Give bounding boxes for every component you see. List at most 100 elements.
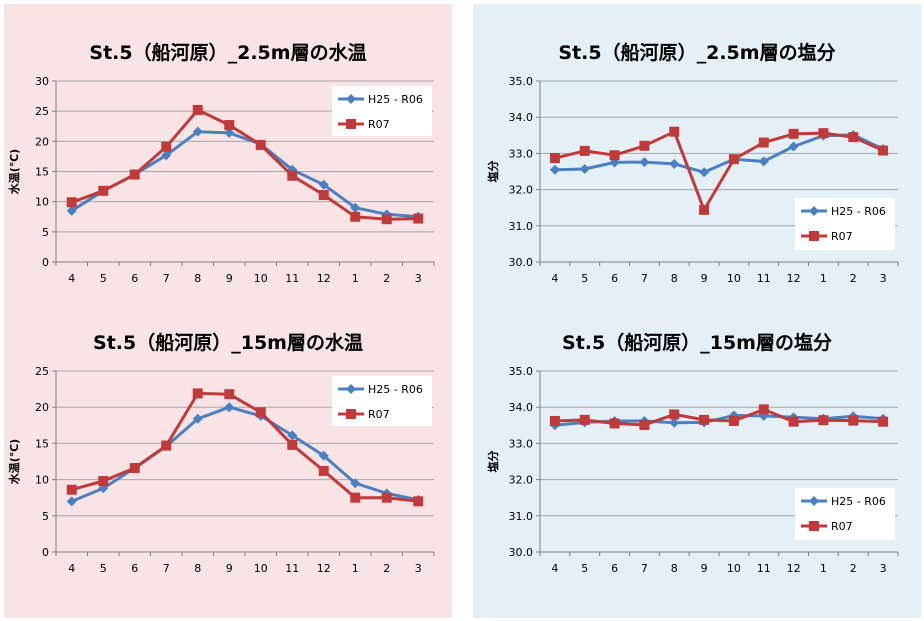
y-axis-label: 水温(℃) <box>7 149 21 194</box>
x-tick-label: 12 <box>317 562 331 575</box>
x-tick-label: 9 <box>701 272 708 285</box>
legend-marker-square <box>809 521 819 531</box>
legend-label: R07 <box>368 118 390 131</box>
x-tick-label: 3 <box>880 562 887 575</box>
data-point-square <box>192 104 203 115</box>
data-point-diamond <box>639 157 650 168</box>
y-tick-label: 25 <box>35 105 49 118</box>
chart-svg: St.5（船河原）_15m層の塩分 30.0 31.0 32.0 33.0 34.0 35.… <box>486 331 899 575</box>
data-point-square <box>758 404 769 415</box>
data-point-diamond <box>669 417 680 428</box>
data-point-diamond <box>579 163 590 174</box>
x-tick-label: 10 <box>727 272 741 285</box>
y-tick-label: 30.0 <box>509 546 534 559</box>
data-point-square <box>224 389 235 400</box>
x-tick-label: 8 <box>194 562 201 575</box>
data-point-square <box>255 407 266 418</box>
data-point-diamond <box>318 450 329 461</box>
data-point-diamond <box>699 167 710 178</box>
data-point-square <box>255 139 266 150</box>
data-point-diamond <box>66 496 77 507</box>
legend-marker-square <box>346 119 356 129</box>
x-tick-label: 3 <box>415 562 422 575</box>
y-axis-label: 塩分 <box>486 161 500 183</box>
series-line <box>71 391 419 503</box>
series-r07 <box>66 104 424 225</box>
temp-15m-chart: St.5（船河原）_15m層の水温 0 5 10 15 20 25 4 5 6 7 8 9 10 11 12 1… <box>4 294 452 584</box>
data-point-square <box>413 496 424 507</box>
x-tick-label: 2 <box>850 562 857 575</box>
y-axis-label: 塩分 <box>486 451 500 473</box>
y-tick-label: 15 <box>35 437 49 450</box>
salinity-panel: St.5（船河原）_2.5m層の塩分 30.0 31.0 32.0 33.0 34.0 35… <box>473 4 921 618</box>
data-point-diamond <box>669 158 680 169</box>
x-tick-label: 3 <box>880 272 887 285</box>
data-point-square <box>192 388 203 399</box>
legend: H25 - R06 R07 <box>795 488 895 540</box>
data-point-square <box>129 169 140 180</box>
x-tick-label: 4 <box>68 562 75 575</box>
legend-box <box>795 198 895 250</box>
data-point-square <box>758 137 769 148</box>
legend-label: R07 <box>368 408 390 421</box>
x-tick-label: 7 <box>163 562 170 575</box>
data-point-square <box>788 128 799 139</box>
chart-svg: St.5（船河原）_2.5m層の塩分30.031.032.033.034.035… <box>486 41 899 285</box>
x-tick-label: 1 <box>352 562 359 575</box>
series-line <box>71 108 419 221</box>
y-tick-label: 35.0 <box>509 75 534 88</box>
x-tick-label: 7 <box>641 272 648 285</box>
data-point-square <box>161 440 172 451</box>
x-tick-label: 3 <box>415 272 422 285</box>
x-tick-label: 2 <box>383 562 390 575</box>
salinity-15m-chart: St.5（船河原）_15m層の塩分 30.0 31.0 32.0 33.0 34.0 35.… <box>473 294 921 584</box>
y-tick-label: 33.0 <box>509 147 534 160</box>
data-point-diamond <box>224 127 235 138</box>
data-point-square <box>818 415 829 426</box>
data-point-square <box>848 415 859 426</box>
chart-title: St.5（船河原）_2.5m層の水温 <box>89 41 366 64</box>
data-point-square <box>98 185 109 196</box>
data-point-square <box>549 153 560 164</box>
y-tick-label: 32.0 <box>509 474 534 487</box>
series-line <box>70 130 419 219</box>
x-tick-label: 6 <box>611 272 618 285</box>
x-tick-label: 12 <box>317 272 331 285</box>
data-point-square <box>129 463 140 474</box>
chart-title: St.5（船河原）_15m層の塩分 <box>562 331 832 354</box>
data-point-square <box>878 145 889 156</box>
data-point-square <box>669 126 680 137</box>
legend-marker-square <box>809 231 819 241</box>
series-r07 <box>549 404 889 430</box>
data-point-square <box>818 128 829 139</box>
y-tick-label: 34.0 <box>509 401 534 414</box>
legend-marker-diamond <box>346 384 356 394</box>
x-tick-label: 7 <box>641 562 648 575</box>
data-point-square <box>639 140 650 151</box>
data-point-diamond <box>350 478 361 489</box>
x-tick-label: 4 <box>68 272 75 285</box>
data-point-square <box>224 120 235 131</box>
x-tick-label: 10 <box>254 272 268 285</box>
data-point-square <box>549 415 560 426</box>
data-point-square <box>639 419 650 430</box>
data-point-square <box>161 141 172 152</box>
x-tick-label: 9 <box>701 562 708 575</box>
x-tick-label: 4 <box>551 562 558 575</box>
temp-2-5m-chart: St.5（船河原）_2.5m層の水温 0 5 10 15 20 25 30 4 5 6 7 8 9 10 11… <box>4 4 452 294</box>
data-point-square <box>350 211 361 222</box>
y-tick-label: 35.0 <box>509 365 534 378</box>
data-point-square <box>381 492 392 503</box>
y-tick-label: 33.0 <box>509 437 534 450</box>
y-tick-label: 10 <box>35 196 49 209</box>
data-point-diamond <box>318 179 329 190</box>
data-point-square <box>728 154 739 165</box>
y-tick-label: 25 <box>35 365 49 378</box>
y-tick-label: 15 <box>35 166 49 179</box>
chart-title: St.5（船河原）_2.5m層の塩分 <box>558 41 835 64</box>
x-tick-label: 2 <box>383 272 390 285</box>
y-tick-label: 0 <box>42 546 49 559</box>
x-tick-label: 10 <box>727 562 741 575</box>
data-point-square <box>699 414 710 425</box>
x-tick-label: 7 <box>163 272 170 285</box>
